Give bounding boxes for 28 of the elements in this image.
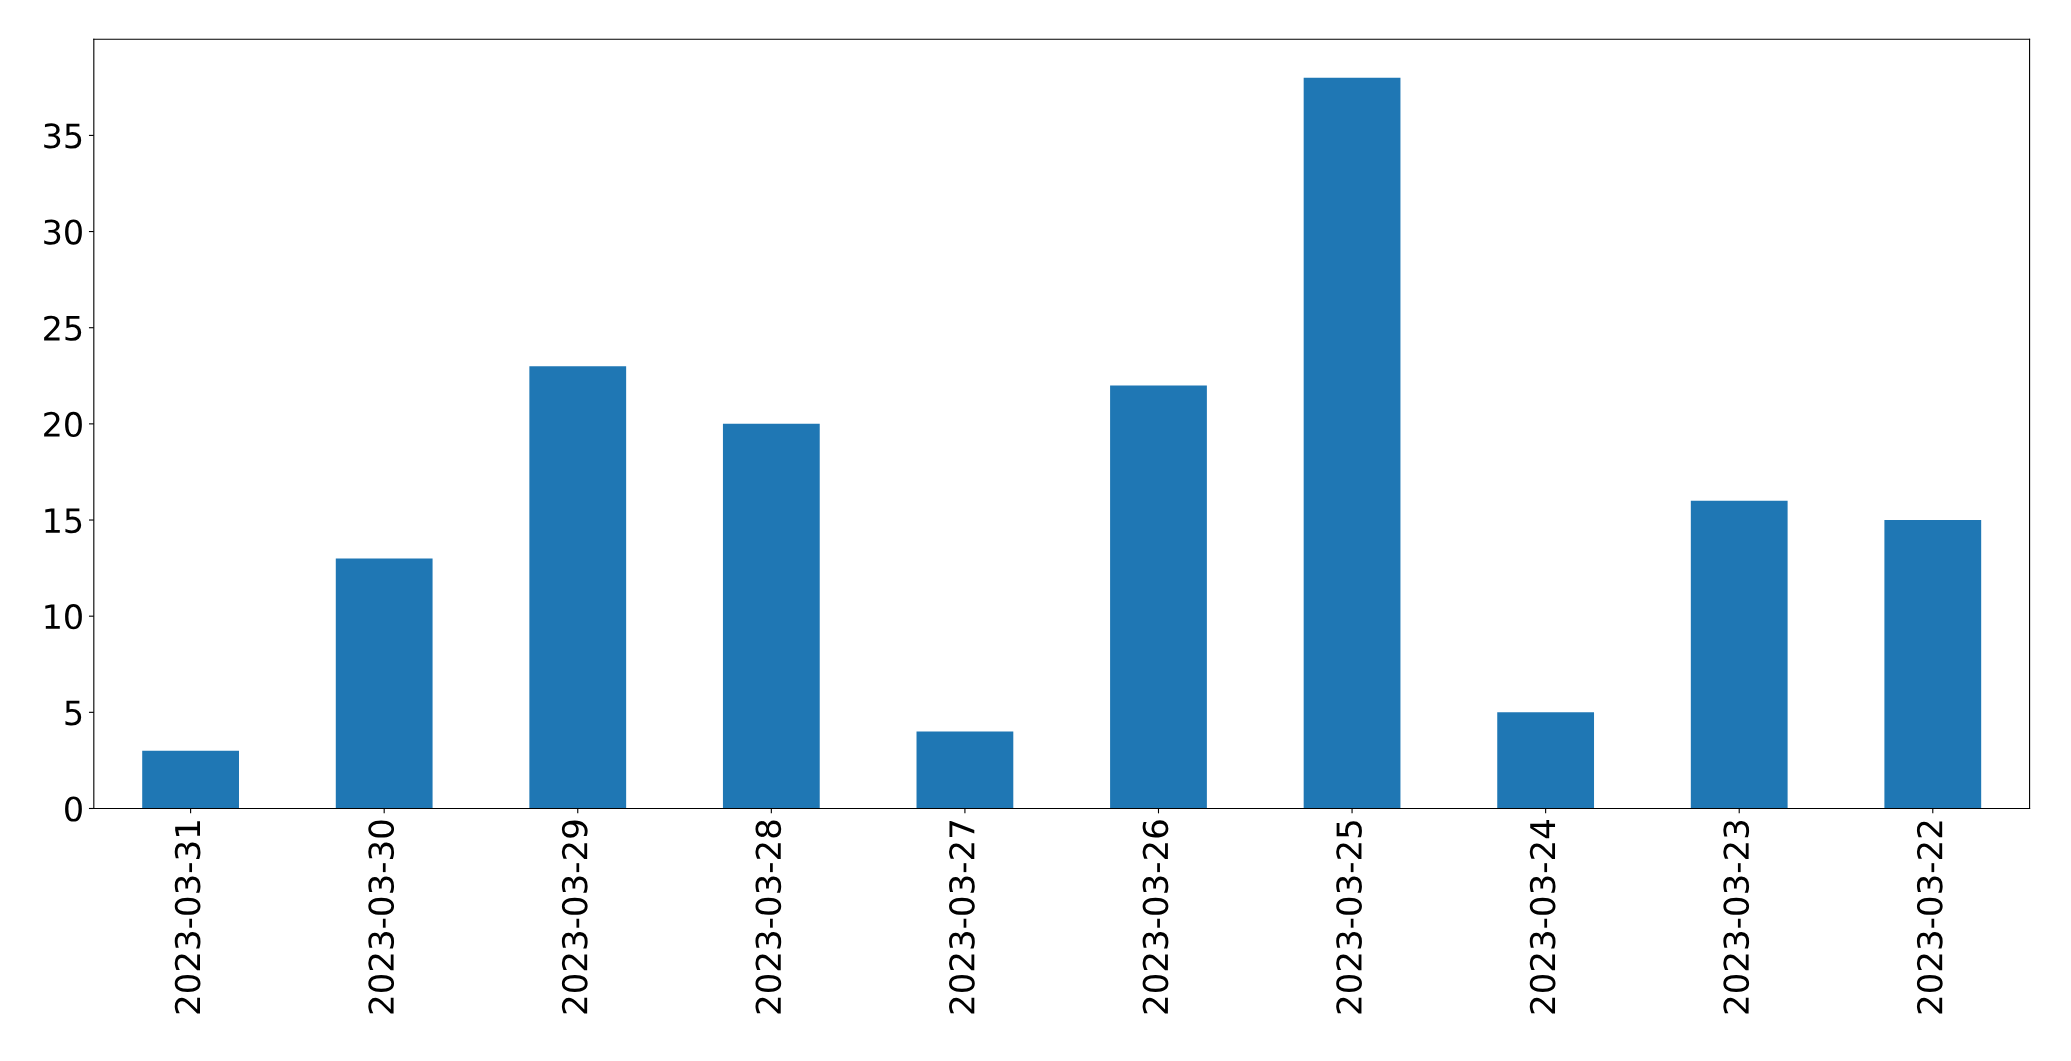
x-tick-label: 2023-03-29 xyxy=(561,820,588,1014)
bar xyxy=(1690,500,1788,809)
x-tick-label: 2023-03-28 xyxy=(755,820,782,1014)
x-tick-label: 2023-03-24 xyxy=(1529,820,1556,1014)
y-tick-label: 35 xyxy=(44,123,82,149)
bar xyxy=(142,750,239,809)
x-tick-label: 2023-03-23 xyxy=(1723,820,1750,1014)
y-tick-label: 25 xyxy=(44,315,82,341)
y-tick-label: 30 xyxy=(44,219,82,245)
x-tick-label: 2023-03-22 xyxy=(1916,821,1943,1014)
y-tick-label: 10 xyxy=(45,604,82,630)
bar xyxy=(335,558,433,809)
bar xyxy=(722,423,820,809)
x-tick-label: 2023-03-25 xyxy=(1336,821,1362,1014)
y-tick-label: 5 xyxy=(65,700,82,726)
x-tick-label: 2023-03-27 xyxy=(949,821,975,1014)
x-tick-label: 2023-03-30 xyxy=(368,820,395,1014)
bar xyxy=(529,366,627,809)
y-tick-label: 15 xyxy=(45,508,82,534)
bar xyxy=(1497,712,1595,809)
bar xyxy=(1884,520,1982,809)
bar xyxy=(1303,77,1401,809)
x-tick-label: 2023-03-26 xyxy=(1142,820,1169,1014)
bar xyxy=(916,731,1014,809)
bar xyxy=(1110,385,1207,809)
y-tick-label: 20 xyxy=(44,411,82,438)
x-tick-label: 2023-03-31 xyxy=(174,821,201,1014)
y-tick-label: 0 xyxy=(65,796,82,822)
